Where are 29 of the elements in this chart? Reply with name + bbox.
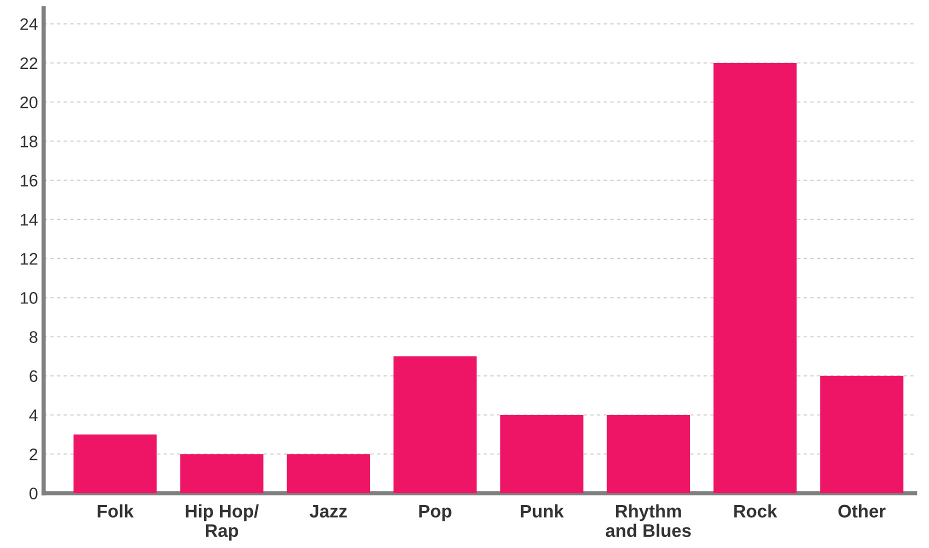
x-tick-label: Folk — [98, 504, 134, 518]
x-tick-label: Hip Hop/ Rap — [186, 504, 259, 541]
y-tick-label: 22 — [20, 57, 38, 70]
bar — [180, 454, 264, 494]
y-tick-label: 2 — [30, 448, 38, 460]
bar — [286, 454, 370, 494]
y-tick-label: 8 — [30, 331, 38, 343]
y-tick-label: 4 — [29, 410, 38, 422]
x-tick-label: Punk — [520, 504, 564, 518]
x-tick-label: Rock — [734, 504, 778, 518]
bar — [394, 356, 477, 494]
y-tick-label: 0 — [29, 488, 38, 500]
bar — [74, 434, 157, 494]
y-tick-label: 14 — [20, 214, 38, 226]
bar — [500, 414, 584, 494]
bar — [820, 376, 904, 494]
y-tick-label: 16 — [20, 174, 38, 187]
bar — [606, 414, 690, 494]
x-tick-label: Rhythm and Blues — [606, 504, 691, 538]
y-tick-label: 10 — [20, 292, 38, 304]
bar — [713, 62, 797, 494]
x-tick-label: Jazz — [310, 504, 347, 518]
y-tick-label: 20 — [20, 96, 38, 108]
x-tick-label: Pop — [419, 504, 452, 522]
x-tick-label: Other — [838, 504, 886, 518]
y-tick-label: 18 — [20, 136, 38, 148]
y-tick-label: 24 — [20, 18, 38, 30]
y-tick-label: 12 — [20, 252, 38, 265]
y-tick-label: 6 — [30, 370, 38, 382]
